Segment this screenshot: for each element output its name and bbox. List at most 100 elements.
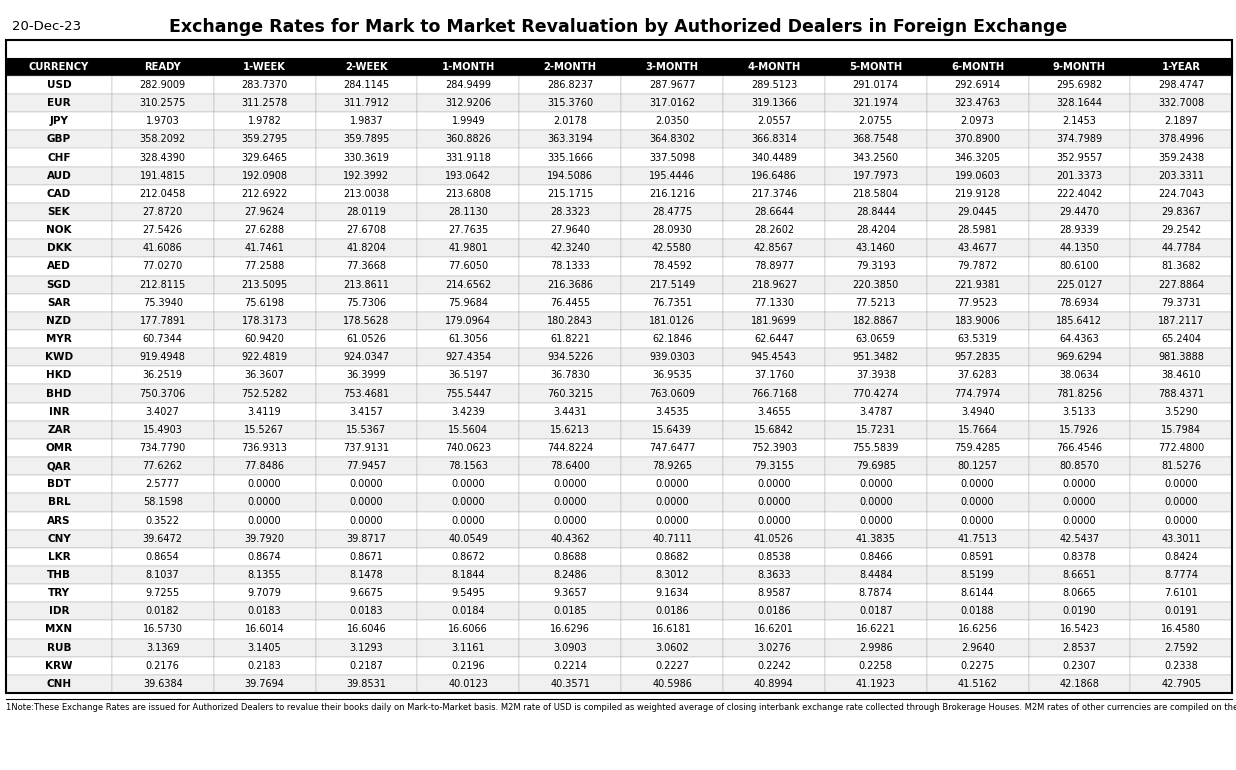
Text: 41.8204: 41.8204 (346, 243, 387, 253)
Bar (214, 367, 315, 384)
Bar (1131, 76, 1232, 94)
Text: CNY: CNY (47, 534, 70, 544)
Bar (111, 367, 214, 384)
Text: 0.0000: 0.0000 (960, 516, 995, 526)
Text: 0.0191: 0.0191 (1164, 606, 1198, 616)
Text: 0.0000: 0.0000 (350, 497, 383, 507)
Bar (418, 675, 519, 693)
Bar (315, 457, 418, 475)
Text: 75.3940: 75.3940 (142, 298, 183, 308)
Bar (418, 475, 519, 494)
Bar (1028, 621, 1131, 638)
Text: 788.4371: 788.4371 (1158, 389, 1204, 399)
Bar (723, 675, 824, 693)
Text: 0.0190: 0.0190 (1063, 606, 1096, 616)
Text: 9-MONTH: 9-MONTH (1053, 62, 1106, 72)
Bar (622, 76, 723, 94)
Text: 182.8867: 182.8867 (853, 316, 899, 326)
Bar (6, 530, 111, 547)
Bar (1131, 348, 1232, 367)
Text: 39.6472: 39.6472 (142, 534, 183, 544)
Text: 8.6651: 8.6651 (1063, 570, 1096, 580)
Text: 192.0908: 192.0908 (241, 171, 288, 181)
Text: 60.9420: 60.9420 (245, 334, 284, 344)
Bar (111, 403, 214, 420)
Text: 2-MONTH: 2-MONTH (544, 62, 597, 72)
Text: 213.0038: 213.0038 (344, 189, 389, 199)
Text: 77.3668: 77.3668 (346, 262, 387, 272)
Text: 16.6296: 16.6296 (550, 624, 590, 634)
Bar (111, 475, 214, 494)
Text: 3.0276: 3.0276 (756, 643, 791, 653)
Text: 185.6412: 185.6412 (1057, 316, 1103, 326)
Text: 0.0000: 0.0000 (247, 479, 282, 489)
Bar (622, 530, 723, 547)
Bar (214, 384, 315, 403)
Bar (824, 657, 927, 675)
Text: 29.8367: 29.8367 (1162, 207, 1201, 217)
Bar (418, 149, 519, 166)
Bar (1028, 584, 1131, 602)
Text: 0.8671: 0.8671 (350, 552, 383, 562)
Text: 311.7912: 311.7912 (344, 98, 389, 108)
Bar (418, 638, 519, 657)
Bar (315, 330, 418, 348)
Text: 79.3155: 79.3155 (754, 461, 794, 471)
Bar (315, 293, 418, 312)
Bar (1028, 112, 1131, 130)
Text: 0.0000: 0.0000 (1164, 497, 1198, 507)
Text: 1Note:These Exchange Rates are issued for Authorized Dealers to revalue their bo: 1Note:These Exchange Rates are issued fo… (6, 703, 1236, 712)
Bar (418, 384, 519, 403)
Text: 3.5290: 3.5290 (1164, 407, 1198, 417)
Text: 2.5777: 2.5777 (146, 479, 179, 489)
Text: 15.5604: 15.5604 (449, 425, 488, 435)
Bar (622, 130, 723, 149)
Bar (111, 330, 214, 348)
Bar (1028, 94, 1131, 112)
Text: 15.7231: 15.7231 (855, 425, 896, 435)
Text: 329.6465: 329.6465 (241, 152, 288, 162)
Bar (1131, 221, 1232, 239)
Text: SEK: SEK (48, 207, 70, 217)
Text: 15.7926: 15.7926 (1059, 425, 1100, 435)
Bar (418, 621, 519, 638)
Text: USD: USD (47, 80, 72, 90)
Text: 328.1644: 328.1644 (1057, 98, 1103, 108)
Text: 284.1145: 284.1145 (344, 80, 389, 90)
Text: 5-MONTH: 5-MONTH (849, 62, 902, 72)
Text: 9.7255: 9.7255 (146, 588, 179, 598)
Text: 37.6283: 37.6283 (958, 370, 997, 380)
Bar (315, 257, 418, 276)
Bar (519, 566, 622, 584)
Bar (1131, 330, 1232, 348)
Bar (1131, 130, 1232, 149)
Bar (622, 257, 723, 276)
Text: 28.5981: 28.5981 (958, 225, 997, 235)
Bar (723, 657, 824, 675)
Text: 922.4819: 922.4819 (241, 352, 288, 362)
Bar (214, 166, 315, 185)
Bar (1131, 475, 1232, 494)
Bar (6, 367, 111, 384)
Text: 378.4996: 378.4996 (1158, 135, 1204, 145)
Text: 957.2835: 957.2835 (954, 352, 1001, 362)
Bar (519, 511, 622, 530)
Text: 41.9801: 41.9801 (449, 243, 488, 253)
Text: 747.6477: 747.6477 (649, 443, 695, 453)
Text: 0.2214: 0.2214 (554, 661, 587, 671)
Text: 78.8977: 78.8977 (754, 262, 794, 272)
Bar (6, 547, 111, 566)
Text: 28.9339: 28.9339 (1059, 225, 1100, 235)
Bar (418, 494, 519, 511)
Text: 38.4610: 38.4610 (1162, 370, 1201, 380)
Bar (1131, 403, 1232, 420)
Bar (622, 547, 723, 566)
Text: 15.6439: 15.6439 (653, 425, 692, 435)
Bar (315, 112, 418, 130)
Text: 0.8672: 0.8672 (451, 552, 486, 562)
Text: 77.0270: 77.0270 (142, 262, 183, 272)
Bar (1028, 403, 1131, 420)
Bar (1028, 130, 1131, 149)
Text: 3-MONTH: 3-MONTH (645, 62, 698, 72)
Text: 0.0183: 0.0183 (247, 606, 282, 616)
